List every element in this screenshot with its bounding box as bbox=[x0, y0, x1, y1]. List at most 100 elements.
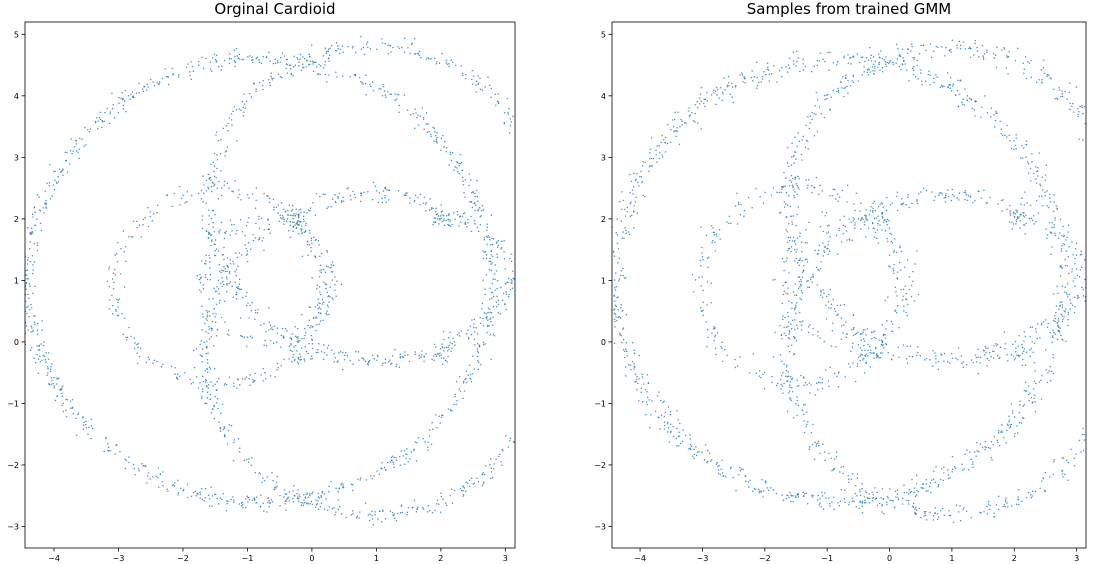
scatter-point bbox=[786, 204, 789, 206]
scatter-point bbox=[66, 171, 69, 174]
scatter-point bbox=[918, 507, 921, 509]
scatter-point bbox=[1032, 388, 1035, 390]
scatter-point bbox=[277, 212, 279, 214]
scatter-point bbox=[854, 209, 856, 212]
scatter-point bbox=[385, 201, 388, 203]
scatter-point bbox=[914, 263, 916, 265]
scatter-point bbox=[890, 320, 893, 323]
scatter-point bbox=[1028, 217, 1031, 220]
scatter-point bbox=[25, 325, 28, 327]
scatter-point bbox=[471, 319, 473, 321]
scatter-point bbox=[374, 185, 377, 187]
scatter-point bbox=[258, 218, 260, 221]
scatter-point bbox=[299, 208, 302, 210]
scatter-point bbox=[693, 457, 695, 459]
scatter-point bbox=[1019, 227, 1021, 229]
scatter-point bbox=[971, 463, 974, 465]
scatter-point bbox=[53, 170, 55, 173]
scatter-point bbox=[117, 314, 120, 317]
scatter-point bbox=[1060, 250, 1063, 252]
scatter-point bbox=[1064, 264, 1067, 267]
scatter-point bbox=[828, 307, 830, 309]
scatter-point bbox=[626, 355, 628, 357]
scatter-point bbox=[1049, 193, 1051, 196]
scatter-point bbox=[998, 430, 1000, 432]
scatter-point bbox=[446, 349, 449, 352]
scatter-point bbox=[473, 482, 476, 485]
scatter-point bbox=[317, 73, 320, 75]
scatter-point bbox=[51, 363, 53, 365]
scatter-point bbox=[61, 169, 64, 172]
scatter-point bbox=[464, 196, 466, 198]
scatter-point bbox=[409, 458, 411, 460]
scatter-point bbox=[470, 201, 472, 203]
scatter-point bbox=[973, 54, 975, 56]
scatter-point bbox=[339, 48, 342, 50]
scatter-point bbox=[829, 366, 831, 368]
scatter-point bbox=[390, 51, 392, 53]
scatter-point bbox=[882, 498, 885, 500]
scatter-point bbox=[1066, 98, 1068, 100]
scatter-point bbox=[387, 44, 389, 46]
scatter-point bbox=[262, 88, 264, 91]
scatter-point bbox=[312, 317, 315, 319]
scatter-point bbox=[458, 162, 460, 165]
scatter-point bbox=[981, 106, 983, 109]
scatter-point bbox=[311, 357, 313, 360]
scatter-point bbox=[418, 354, 420, 357]
scatter-point bbox=[334, 513, 336, 516]
scatter-point bbox=[852, 313, 855, 316]
scatter-point bbox=[331, 261, 334, 263]
scatter-point bbox=[236, 229, 238, 232]
scatter-point bbox=[121, 92, 123, 94]
scatter-point bbox=[200, 198, 203, 200]
scatter-point bbox=[249, 335, 252, 338]
scatter-point bbox=[760, 376, 762, 379]
scatter-point bbox=[796, 193, 798, 195]
scatter-point bbox=[933, 199, 935, 201]
scatter-point bbox=[211, 495, 214, 497]
scatter-point bbox=[623, 277, 626, 279]
scatter-point bbox=[929, 358, 931, 361]
scatter-point bbox=[1064, 473, 1066, 476]
scatter-point bbox=[190, 495, 193, 498]
scatter-point bbox=[298, 358, 300, 360]
scatter-point bbox=[334, 193, 336, 196]
scatter-point bbox=[935, 465, 937, 468]
scatter-point bbox=[934, 481, 937, 483]
scatter-point bbox=[488, 236, 491, 238]
scatter-point bbox=[214, 249, 216, 252]
scatter-point bbox=[888, 254, 891, 257]
scatter-point bbox=[827, 247, 829, 250]
scatter-point bbox=[854, 224, 856, 226]
scatter-point bbox=[1035, 221, 1037, 223]
scatter-point bbox=[201, 329, 203, 331]
scatter-point bbox=[664, 136, 667, 138]
scatter-point bbox=[858, 356, 860, 358]
scatter-point bbox=[307, 496, 310, 499]
scatter-point bbox=[410, 43, 413, 46]
scatter-point bbox=[869, 57, 872, 59]
scatter-point bbox=[114, 254, 116, 256]
scatter-point bbox=[791, 221, 793, 223]
scatter-point bbox=[1061, 285, 1064, 287]
scatter-point bbox=[616, 320, 618, 322]
scatter-point bbox=[1005, 67, 1008, 69]
scatter-point bbox=[433, 359, 435, 362]
scatter-point bbox=[647, 396, 649, 399]
scatter-point bbox=[315, 61, 317, 63]
scatter-point bbox=[220, 139, 222, 141]
scatter-point bbox=[967, 47, 970, 50]
scatter-point bbox=[330, 480, 332, 483]
scatter-point bbox=[453, 341, 456, 343]
scatter-point bbox=[330, 271, 333, 273]
scatter-point bbox=[783, 269, 785, 272]
scatter-point bbox=[822, 58, 824, 61]
scatter-point bbox=[1078, 276, 1081, 278]
scatter-point bbox=[153, 359, 156, 362]
scatter-point bbox=[279, 61, 282, 64]
scatter-point bbox=[474, 331, 476, 333]
scatter-point bbox=[206, 362, 209, 364]
scatter-point bbox=[864, 214, 866, 217]
scatter-point bbox=[1019, 354, 1021, 357]
